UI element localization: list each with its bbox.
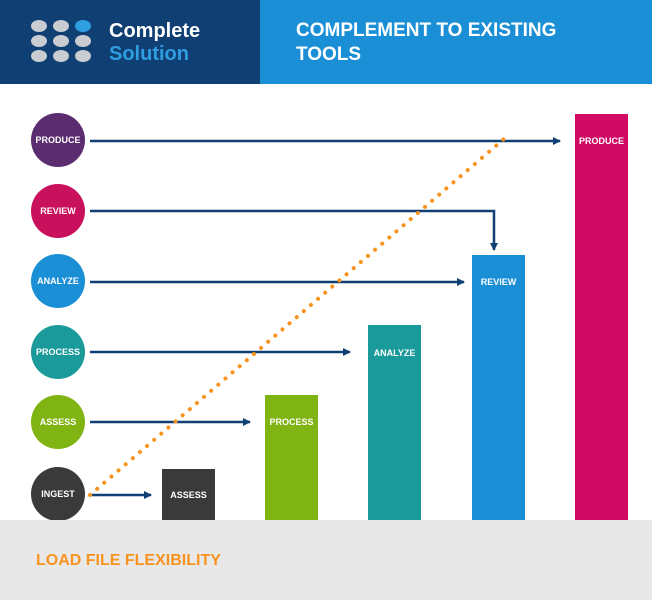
stage-produce-label: PRODUCE <box>35 135 81 145</box>
stage-assess-label: ASSESS <box>39 417 77 427</box>
stage-analyze: ANALYZE <box>31 254 85 308</box>
stage-process-label: PROCESS <box>35 347 80 357</box>
stage-ingest: INGEST <box>31 467 85 521</box>
stage-review: REVIEW <box>31 184 85 238</box>
bar-process-label: PROCESS <box>269 417 314 427</box>
dotted-trend-line <box>88 136 507 497</box>
stage-assess: ASSESS <box>31 395 85 449</box>
bar-review: REVIEW <box>472 255 525 520</box>
header-title-panel <box>260 0 652 84</box>
bar-assess: ASSESS <box>162 469 215 520</box>
bar-produce: PRODUCE <box>575 114 628 520</box>
page-title: COMPLEMENT TO EXISTING TOOLS <box>296 19 596 67</box>
stage-ingest-label: INGEST <box>41 489 75 499</box>
stage-review-label: REVIEW <box>40 206 76 216</box>
bar-analyze: ANALYZE <box>368 325 421 520</box>
bar-analyze-label: ANALYZE <box>373 348 416 358</box>
footer-caption: LOAD FILE FLEXIBILITY <box>36 552 221 569</box>
cloud-logo-icon <box>31 20 91 62</box>
footer-band <box>0 520 652 600</box>
bar-review-label: REVIEW <box>480 277 517 287</box>
bar-process: PROCESS <box>265 395 318 520</box>
page-title-line-2: TOOLS <box>296 44 362 65</box>
brand-line-1: Complete <box>109 20 201 42</box>
stage-produce: PRODUCE <box>31 113 85 167</box>
brand-line-2: Solution <box>109 43 189 65</box>
stage-analyze-label: ANALYZE <box>37 276 79 286</box>
page-title-line-1: COMPLEMENT TO EXISTING <box>296 20 557 41</box>
arrow-review <box>90 209 498 251</box>
bar-assess-label: ASSESS <box>170 490 207 500</box>
bar-produce-label: PRODUCE <box>578 136 624 146</box>
stage-process: PROCESS <box>31 325 85 379</box>
